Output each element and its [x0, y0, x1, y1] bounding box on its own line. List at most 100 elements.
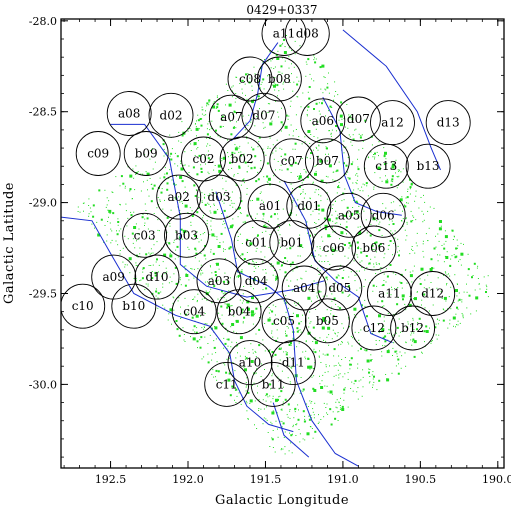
field-label: c03 [134, 228, 156, 242]
source-point [262, 423, 264, 425]
source-point [441, 298, 443, 299]
source-point [239, 197, 241, 199]
source-point [270, 319, 272, 321]
contour-line [272, 402, 310, 458]
source-point [184, 297, 186, 299]
source-point [221, 290, 223, 293]
source-point [251, 310, 254, 314]
source-point [335, 210, 337, 212]
source-point [251, 296, 254, 300]
source-point [285, 353, 288, 356]
source-point [343, 214, 346, 217]
source-point [194, 247, 197, 250]
source-point [337, 332, 339, 334]
source-point [296, 330, 299, 333]
source-point [155, 149, 157, 151]
source-point [246, 137, 248, 139]
source-point [164, 273, 166, 275]
source-point [206, 323, 208, 325]
source-point [419, 278, 421, 280]
source-point [144, 218, 146, 220]
source-point [286, 357, 288, 358]
source-point [211, 189, 213, 191]
source-point [273, 82, 275, 84]
source-point [197, 119, 200, 122]
source-point [153, 184, 156, 187]
source-point [307, 365, 311, 369]
source-point [242, 221, 244, 223]
source-point [279, 74, 281, 75]
source-point [281, 420, 283, 422]
source-point [271, 437, 273, 439]
source-point [111, 230, 113, 232]
source-point [372, 290, 374, 292]
source-point [251, 119, 253, 121]
source-point [372, 332, 373, 334]
source-point [396, 187, 398, 189]
source-point [175, 282, 178, 285]
source-point [317, 204, 320, 207]
source-point [321, 380, 323, 382]
source-point [252, 260, 253, 262]
source-point [327, 176, 329, 178]
source-point [282, 261, 284, 263]
source-point [217, 245, 221, 248]
source-point [335, 282, 337, 284]
source-point [239, 233, 241, 235]
source-point [384, 340, 387, 343]
source-point [293, 130, 294, 132]
source-point [454, 274, 456, 276]
source-point [283, 38, 285, 41]
source-point [276, 412, 278, 414]
source-point [199, 118, 202, 120]
source-point [329, 263, 331, 265]
source-point [228, 357, 230, 359]
source-point [277, 71, 279, 73]
source-point [340, 264, 342, 266]
source-point [209, 291, 211, 293]
source-point [263, 151, 265, 153]
source-point [157, 292, 160, 295]
source-point [203, 254, 206, 257]
source-point [471, 276, 473, 279]
source-point [317, 141, 319, 143]
source-point [191, 268, 193, 270]
source-point [197, 293, 199, 295]
source-point [282, 404, 284, 406]
source-point [250, 313, 254, 317]
source-point [188, 165, 190, 167]
source-point [397, 372, 400, 375]
source-point [200, 239, 202, 241]
source-point [356, 241, 359, 244]
source-point [168, 313, 170, 315]
source-point [133, 177, 135, 179]
source-point [265, 269, 267, 270]
source-point [429, 327, 430, 329]
source-point [343, 388, 346, 391]
source-point [257, 385, 258, 387]
source-point [275, 306, 277, 308]
source-point [391, 179, 393, 180]
source-point [198, 140, 199, 142]
source-point [314, 362, 316, 364]
source-point [298, 80, 300, 82]
source-point [207, 171, 209, 173]
source-point [311, 401, 313, 402]
source-point [320, 362, 322, 363]
source-point [362, 376, 364, 378]
source-point [346, 221, 348, 223]
source-point [309, 198, 311, 200]
source-point [88, 213, 90, 215]
source-point [136, 280, 137, 282]
source-point [308, 86, 311, 88]
source-point [391, 165, 395, 169]
source-point [317, 297, 318, 299]
source-point [357, 226, 359, 228]
source-point [197, 147, 199, 148]
source-point [311, 255, 313, 257]
source-point [260, 83, 262, 85]
source-point [286, 35, 287, 36]
source-point [301, 178, 303, 180]
source-point [405, 365, 407, 367]
source-point [243, 286, 245, 287]
